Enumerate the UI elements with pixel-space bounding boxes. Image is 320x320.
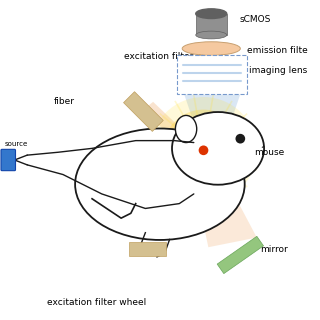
Text: fiber: fiber xyxy=(53,97,74,106)
Ellipse shape xyxy=(75,129,245,240)
Circle shape xyxy=(163,110,244,191)
Ellipse shape xyxy=(172,112,264,185)
Circle shape xyxy=(192,139,215,162)
Circle shape xyxy=(199,146,208,155)
Text: sCMOS: sCMOS xyxy=(239,15,271,24)
FancyBboxPatch shape xyxy=(1,149,15,171)
Bar xyxy=(129,242,166,256)
Text: excitation filter wheel: excitation filter wheel xyxy=(124,52,223,61)
Circle shape xyxy=(174,121,233,180)
Bar xyxy=(217,236,263,274)
Text: excitation filter wheel: excitation filter wheel xyxy=(47,298,147,307)
Ellipse shape xyxy=(196,9,227,19)
Text: mirror: mirror xyxy=(260,245,287,254)
Text: mouse: mouse xyxy=(254,148,284,157)
Polygon shape xyxy=(184,94,240,146)
Circle shape xyxy=(184,131,223,170)
Text: source: source xyxy=(5,140,28,147)
Ellipse shape xyxy=(182,42,240,55)
FancyBboxPatch shape xyxy=(177,55,247,94)
Bar xyxy=(124,92,163,132)
Bar xyxy=(196,14,227,35)
Ellipse shape xyxy=(196,31,227,39)
Polygon shape xyxy=(189,155,257,247)
Circle shape xyxy=(150,97,257,204)
Text: imaging lens: imaging lens xyxy=(249,66,307,75)
Text: emission filte: emission filte xyxy=(247,46,308,55)
Circle shape xyxy=(236,134,245,144)
Ellipse shape xyxy=(175,116,197,142)
Polygon shape xyxy=(143,102,194,150)
